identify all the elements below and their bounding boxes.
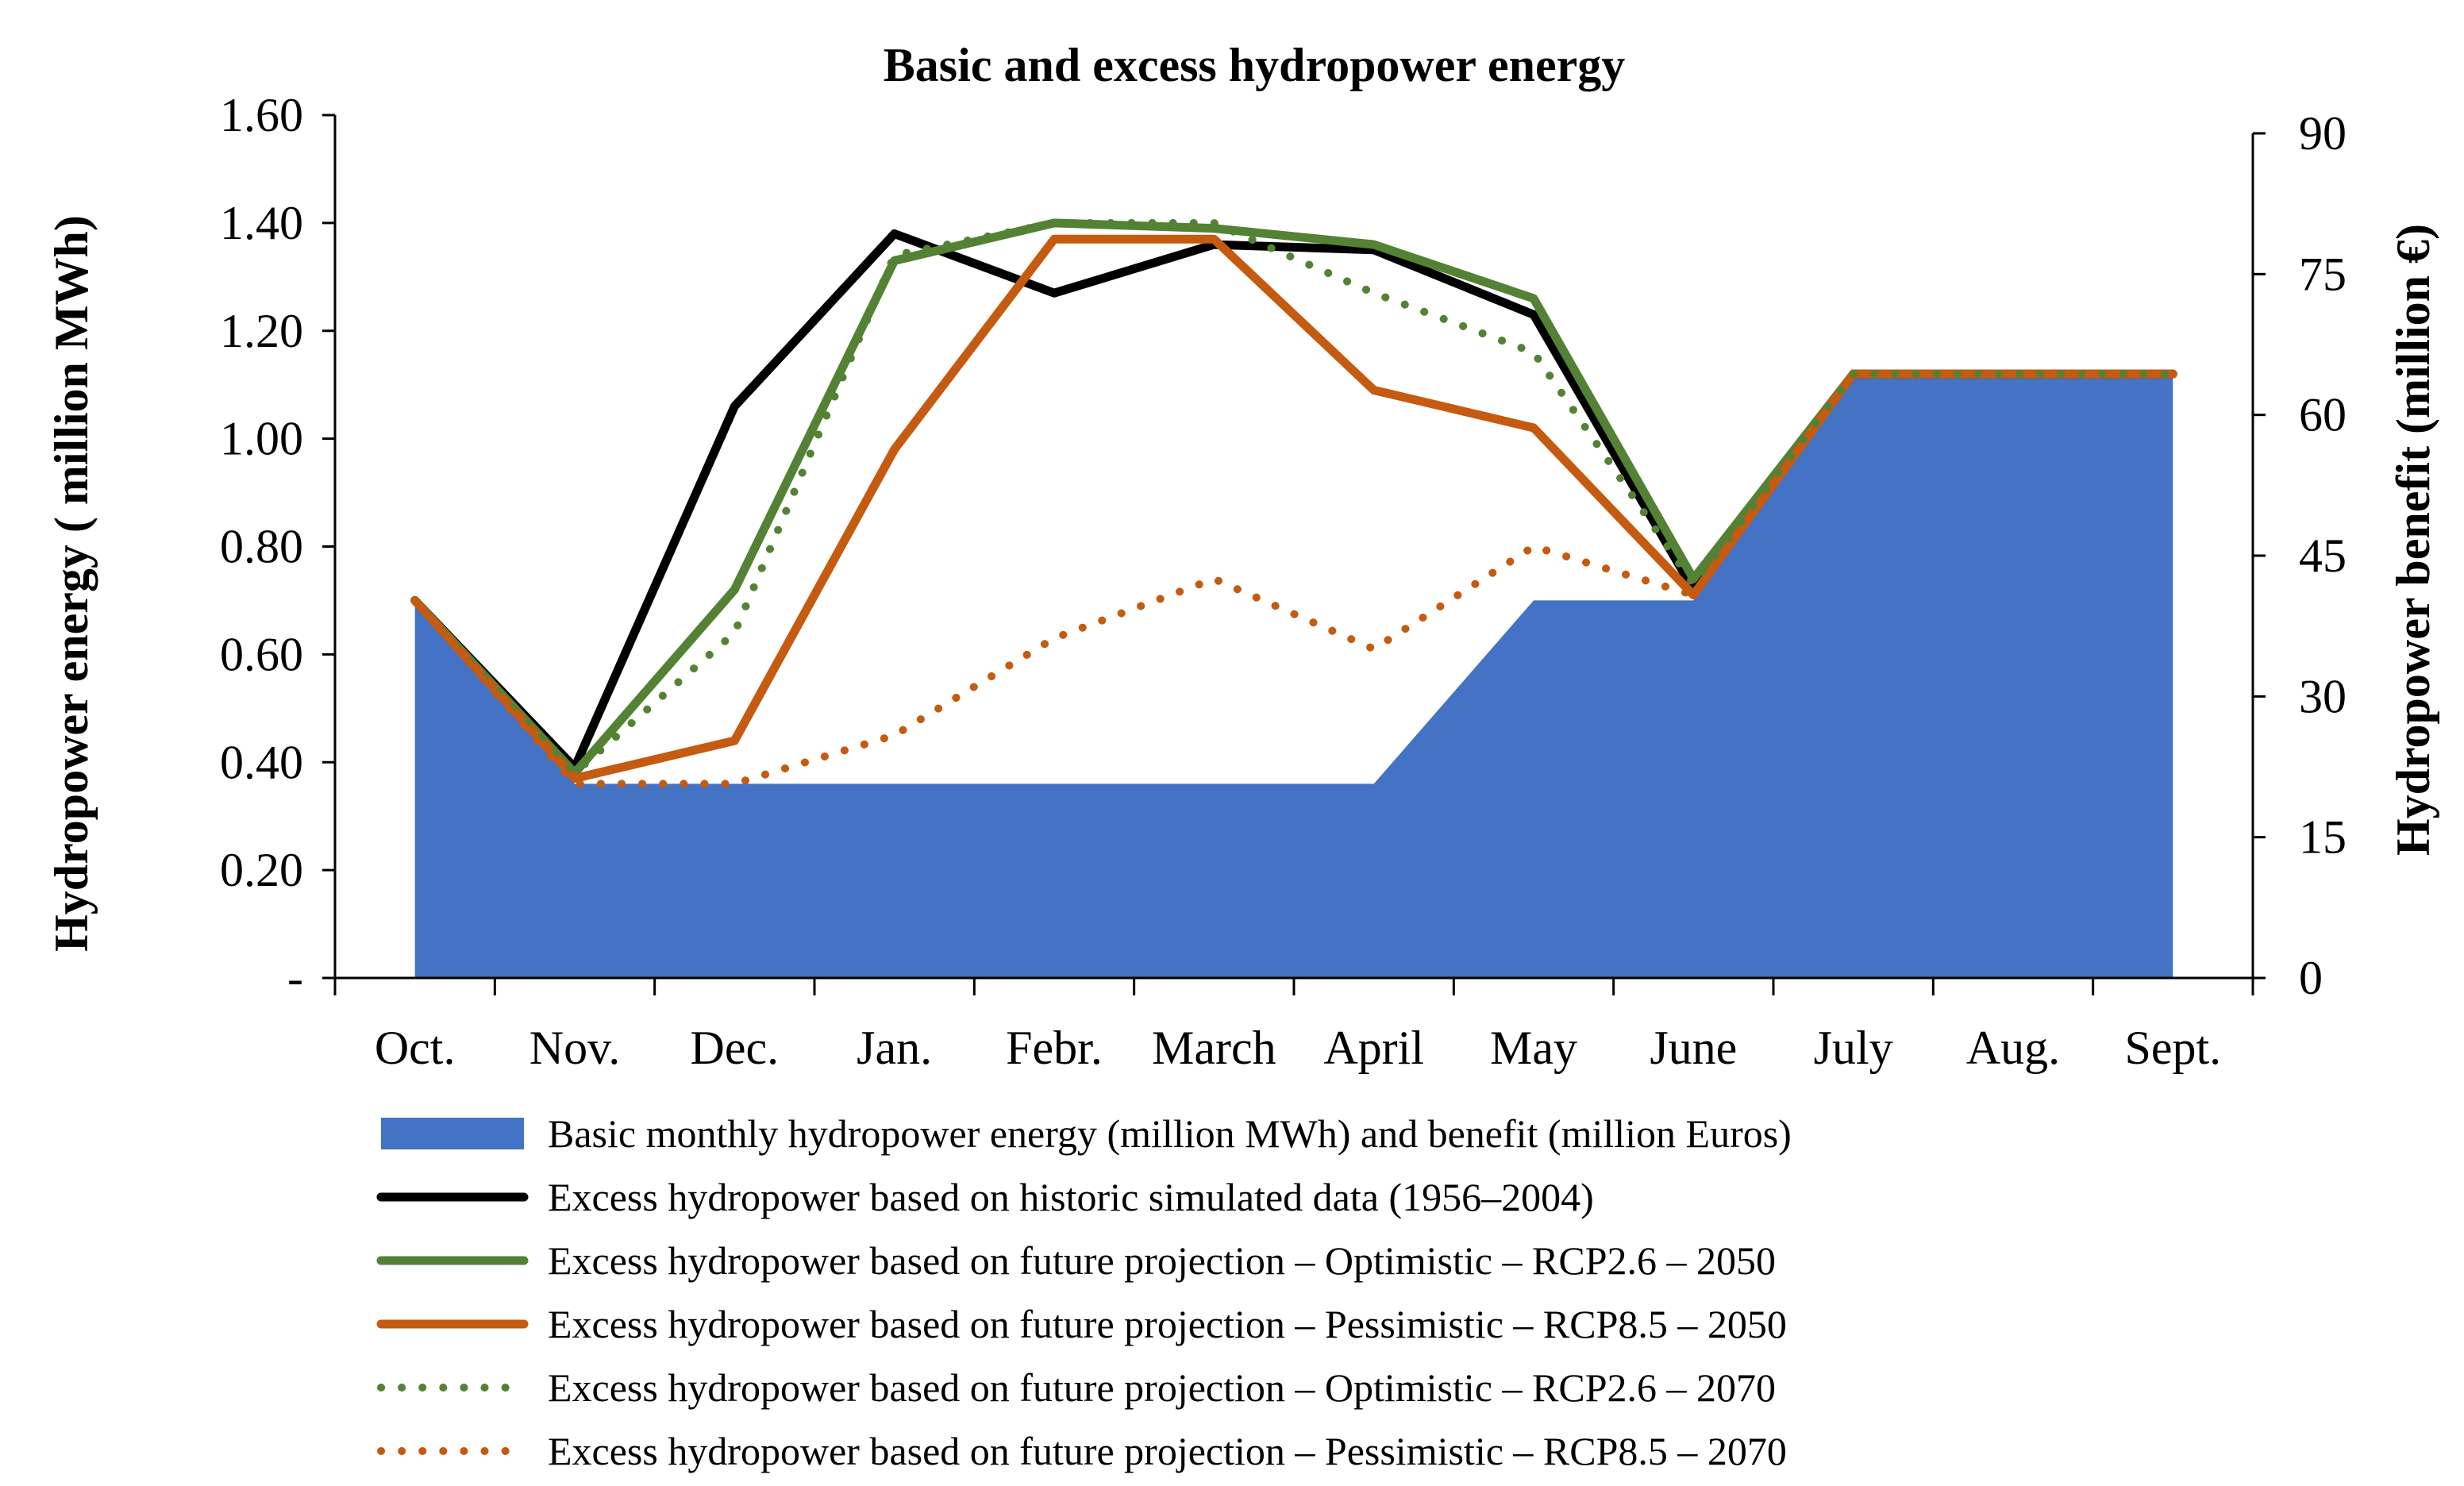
axes: - 0.20 0.40 0.60 0.80 1.00 1.20 1.40 1.60 0 15 30 45… — [220, 89, 2347, 1074]
x-tick-label: March — [1152, 1022, 1276, 1074]
y2-tick-label: 45 — [2299, 529, 2347, 582]
x-tick-label: Febr. — [1006, 1022, 1103, 1074]
x-tick-label: Oct. — [375, 1022, 456, 1074]
y-tick-label: 1.40 — [220, 197, 303, 249]
legend-label: Excess hydropower based on future projec… — [548, 1238, 1776, 1283]
legend-entry: Excess hydropower based on historic simu… — [376, 1175, 1594, 1219]
x-tick-label: Dec. — [691, 1022, 780, 1074]
x-tick-label: June — [1650, 1022, 1737, 1074]
y2-tick-label: 30 — [2299, 670, 2347, 722]
x-tick-label: Sept. — [2124, 1022, 2221, 1074]
legend-entry: Excess hydropower based on future projec… — [377, 1365, 1776, 1410]
legend-label: Excess hydropower based on future projec… — [548, 1365, 1776, 1410]
y-tick-label: 1.60 — [220, 89, 303, 141]
y-tick-label: 0.20 — [220, 844, 303, 896]
x-tick-label: April — [1323, 1022, 1424, 1074]
y2-tick-label: 0 — [2299, 952, 2323, 1004]
y-axis-label: Hydropower energy ( million MWh) — [45, 215, 98, 952]
y-tick-label: 0.60 — [220, 628, 303, 680]
series-basic-area — [414, 374, 2173, 979]
legend-label: Excess hydropower based on historic simu… — [548, 1175, 1594, 1219]
y-tick-label: - — [287, 952, 303, 1004]
series-line-4 — [410, 218, 2177, 777]
x-tick-label: Jan. — [857, 1022, 932, 1074]
y-tick-label: 0.80 — [220, 521, 303, 573]
legend-entry: Excess hydropower based on future projec… — [376, 1238, 1776, 1283]
x-tick-label: May — [1490, 1022, 1577, 1074]
y2-axis-label: Hydropower benefit (million €) — [2387, 224, 2439, 856]
y2-tick-label: 75 — [2299, 248, 2347, 300]
y2-tick-label: 60 — [2299, 389, 2347, 441]
x-tick-label: Nov. — [529, 1022, 620, 1074]
plot-area — [410, 218, 2177, 979]
legend-entry: Basic monthly hydropower energy (million… — [381, 1111, 1792, 1156]
y2-tick-label: 15 — [2299, 811, 2347, 864]
series-line-5 — [410, 370, 2177, 788]
y-tick-label: 0.40 — [220, 736, 303, 788]
y-tick-label: 1.00 — [220, 413, 303, 465]
legend-label: Basic monthly hydropower energy (million… — [548, 1111, 1792, 1156]
legend-entry: Excess hydropower based on future projec… — [376, 1302, 1787, 1346]
legend-label: Excess hydropower based on future projec… — [548, 1429, 1787, 1473]
legend-label: Excess hydropower based on future projec… — [548, 1302, 1787, 1346]
y-tick-label: 1.20 — [220, 305, 303, 357]
x-tick-label: July — [1814, 1022, 1893, 1074]
chart-title: Basic and excess hydropower energy — [884, 39, 1625, 91]
y2-tick-label: 90 — [2299, 107, 2347, 160]
x-tick-label: Aug. — [1966, 1022, 2060, 1074]
legend-entry: Excess hydropower based on future projec… — [377, 1429, 1787, 1473]
legend-swatch — [381, 1118, 524, 1149]
legend: Basic monthly hydropower energy (million… — [376, 1111, 1792, 1473]
